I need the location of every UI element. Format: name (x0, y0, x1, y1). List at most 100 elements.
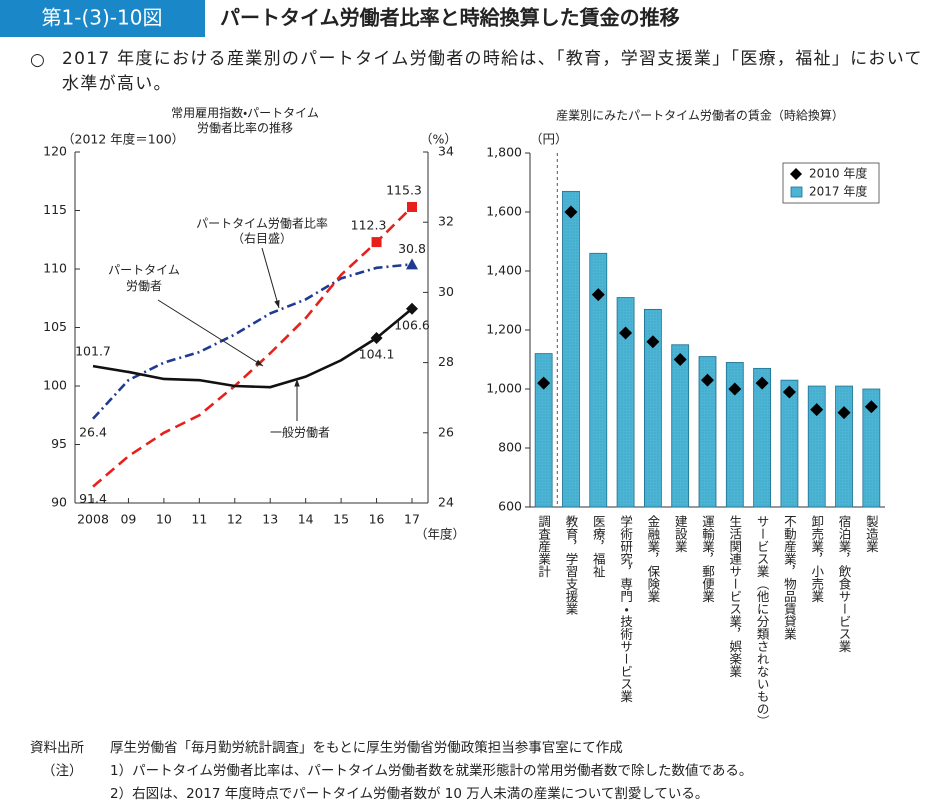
x-tick-label: 医療，福祉 (591, 515, 606, 578)
y-tick-label: 800 (498, 440, 522, 455)
x-tick-label: 17 (404, 512, 420, 527)
bar-hatch (780, 380, 798, 507)
marker (837, 406, 851, 420)
source-text: 厚生労働省「毎月勤労統計調査」をもとに厚生労働省労働政策担当参事官室にて作成 (110, 739, 623, 756)
point-marker (406, 258, 418, 270)
point-marker (371, 237, 382, 248)
bar-hatch (617, 297, 635, 507)
x-tick-label: 運輸業，郵便業 (700, 515, 715, 603)
y-tick-label: 95 (51, 436, 67, 451)
notes-label: （注） (42, 763, 83, 779)
annotation-arrow (261, 247, 280, 309)
x-tick-label: 宿泊業，飲食サービス業 (837, 515, 852, 653)
x-tick-label: 09 (120, 512, 136, 527)
x-tick-label: 建設業 (673, 515, 688, 553)
x-tick-label: 15 (333, 512, 349, 527)
figure-number: 第1-(3)-10図 (42, 6, 163, 30)
x-tick-label: 2008 (77, 512, 109, 527)
x-tick-label: 調査産業計 (536, 515, 551, 578)
series-annotation-box: パートタイム労働者 (108, 263, 180, 293)
annotation-arrowhead (294, 379, 300, 387)
y-tick-label: 120 (43, 144, 67, 159)
x-tick-label: 11 (191, 512, 207, 527)
header-badge (0, 0, 205, 37)
y-tick-label: 110 (43, 261, 67, 276)
y2-tick-label: 28 (438, 354, 454, 369)
lead-box: 2017 年度における産業別のパートタイム労働者の時給は、「教育，学習支援業」「… (62, 49, 923, 94)
series-annotation-note: （右目盛） (232, 231, 292, 246)
y-tick-label: 115 (43, 202, 67, 217)
bar-hatch (808, 386, 826, 507)
marker (810, 403, 824, 417)
marker (701, 373, 714, 387)
bar-hatch (644, 309, 662, 507)
x-tick-label: 不動産業，物品賃貸業 (782, 515, 797, 640)
lead-text: 2017 年度における産業別のパートタイム労働者の時給は、「教育，学習支援業」「… (62, 49, 923, 94)
legend-label: 2017 年度 (809, 185, 867, 199)
y2-tick-label: 34 (438, 144, 454, 159)
note-item: 2）右図は、2017 年度時点でパートタイム労働者数が 10 万人未満の産業につ… (110, 786, 708, 800)
y2-tick-label: 30 (438, 284, 454, 299)
annotation-arrow (157, 299, 264, 367)
marker (782, 385, 796, 399)
y-tick-label: 100 (43, 378, 67, 393)
point-marker (370, 332, 383, 345)
marker (619, 326, 633, 340)
point-marker (406, 302, 418, 315)
series-annotation: パートタイム労働者 (108, 263, 180, 293)
chart-title: 産業別にみたパートタイム労働者の賃金（時給換算） (556, 108, 844, 123)
y-tick-label: 1,400 (486, 263, 522, 278)
y-tick-label: 1,800 (486, 145, 522, 160)
data-label: 112.3 (351, 218, 387, 233)
legend-label: 2010 年度 (809, 167, 867, 181)
marker (564, 205, 578, 219)
x-tick-label: 卸売業，小売業 (809, 514, 824, 603)
y-axis-label: （円） (530, 132, 568, 147)
x-tick-label: 13 (262, 512, 278, 527)
annotation-arrowhead (255, 359, 263, 366)
source-label: 資料出所 (30, 740, 84, 756)
y2-tick-label: 24 (438, 495, 454, 510)
x-tick-label: 学術研究，専門・技術サービス業 (618, 514, 633, 703)
data-label: 101.7 (75, 344, 111, 359)
annotation-arrowhead (274, 300, 280, 308)
series-line (92, 263, 413, 420)
legend-swatch (790, 168, 802, 180)
x-tick-label: 教育，学習支援業 (563, 514, 578, 615)
x-tick-label: 製造業 (864, 515, 879, 553)
data-label: 115.3 (386, 182, 422, 197)
x-tick-label: 14 (298, 512, 314, 527)
data-label: 26.4 (79, 424, 107, 439)
y-tick-label: 1,200 (486, 322, 522, 337)
bar-hatch (753, 368, 771, 507)
note-item: 1）パートタイム労働者比率は、パートタイム労働者数を就業形態計の常用労働者数で除… (110, 763, 752, 779)
x-tick-label: 10 (156, 512, 172, 527)
series-annotation: 一般労働者 (270, 426, 330, 440)
marker (646, 335, 660, 349)
marker (591, 288, 605, 302)
bar-hatch (699, 356, 716, 507)
marker (673, 353, 687, 366)
y-tick-label: 1,600 (486, 204, 522, 219)
bar-hatch (726, 362, 744, 507)
y-tick-label: 1,000 (486, 381, 522, 396)
marker (537, 376, 551, 390)
point-marker (407, 201, 417, 212)
x-tick-label: サービス業（他に分類されないもの） (755, 515, 770, 728)
marker (728, 382, 742, 396)
y2-tick-label: 32 (438, 214, 454, 229)
bar-hatch (562, 191, 580, 507)
x-tick-label: 12 (227, 512, 243, 527)
x-tick-label: 生活関連サービス業，娯楽業 (727, 515, 742, 678)
chart-title: 常用雇用指数・パートタイム労働者比率の推移 (171, 106, 319, 135)
marker (864, 400, 878, 414)
chart-title-box: 常用雇用指数・パートタイム労働者比率の推移 (171, 106, 319, 135)
x-axis-label: （年度） (415, 527, 465, 542)
lead-bullet: ○ (30, 50, 45, 70)
series-line (92, 307, 413, 389)
data-label: 30.8 (398, 241, 426, 256)
figure-title: パートタイム労働者比率と時給換算した賃金の推移 (220, 6, 680, 30)
marker (755, 376, 769, 390)
bar-hatch (589, 253, 607, 507)
